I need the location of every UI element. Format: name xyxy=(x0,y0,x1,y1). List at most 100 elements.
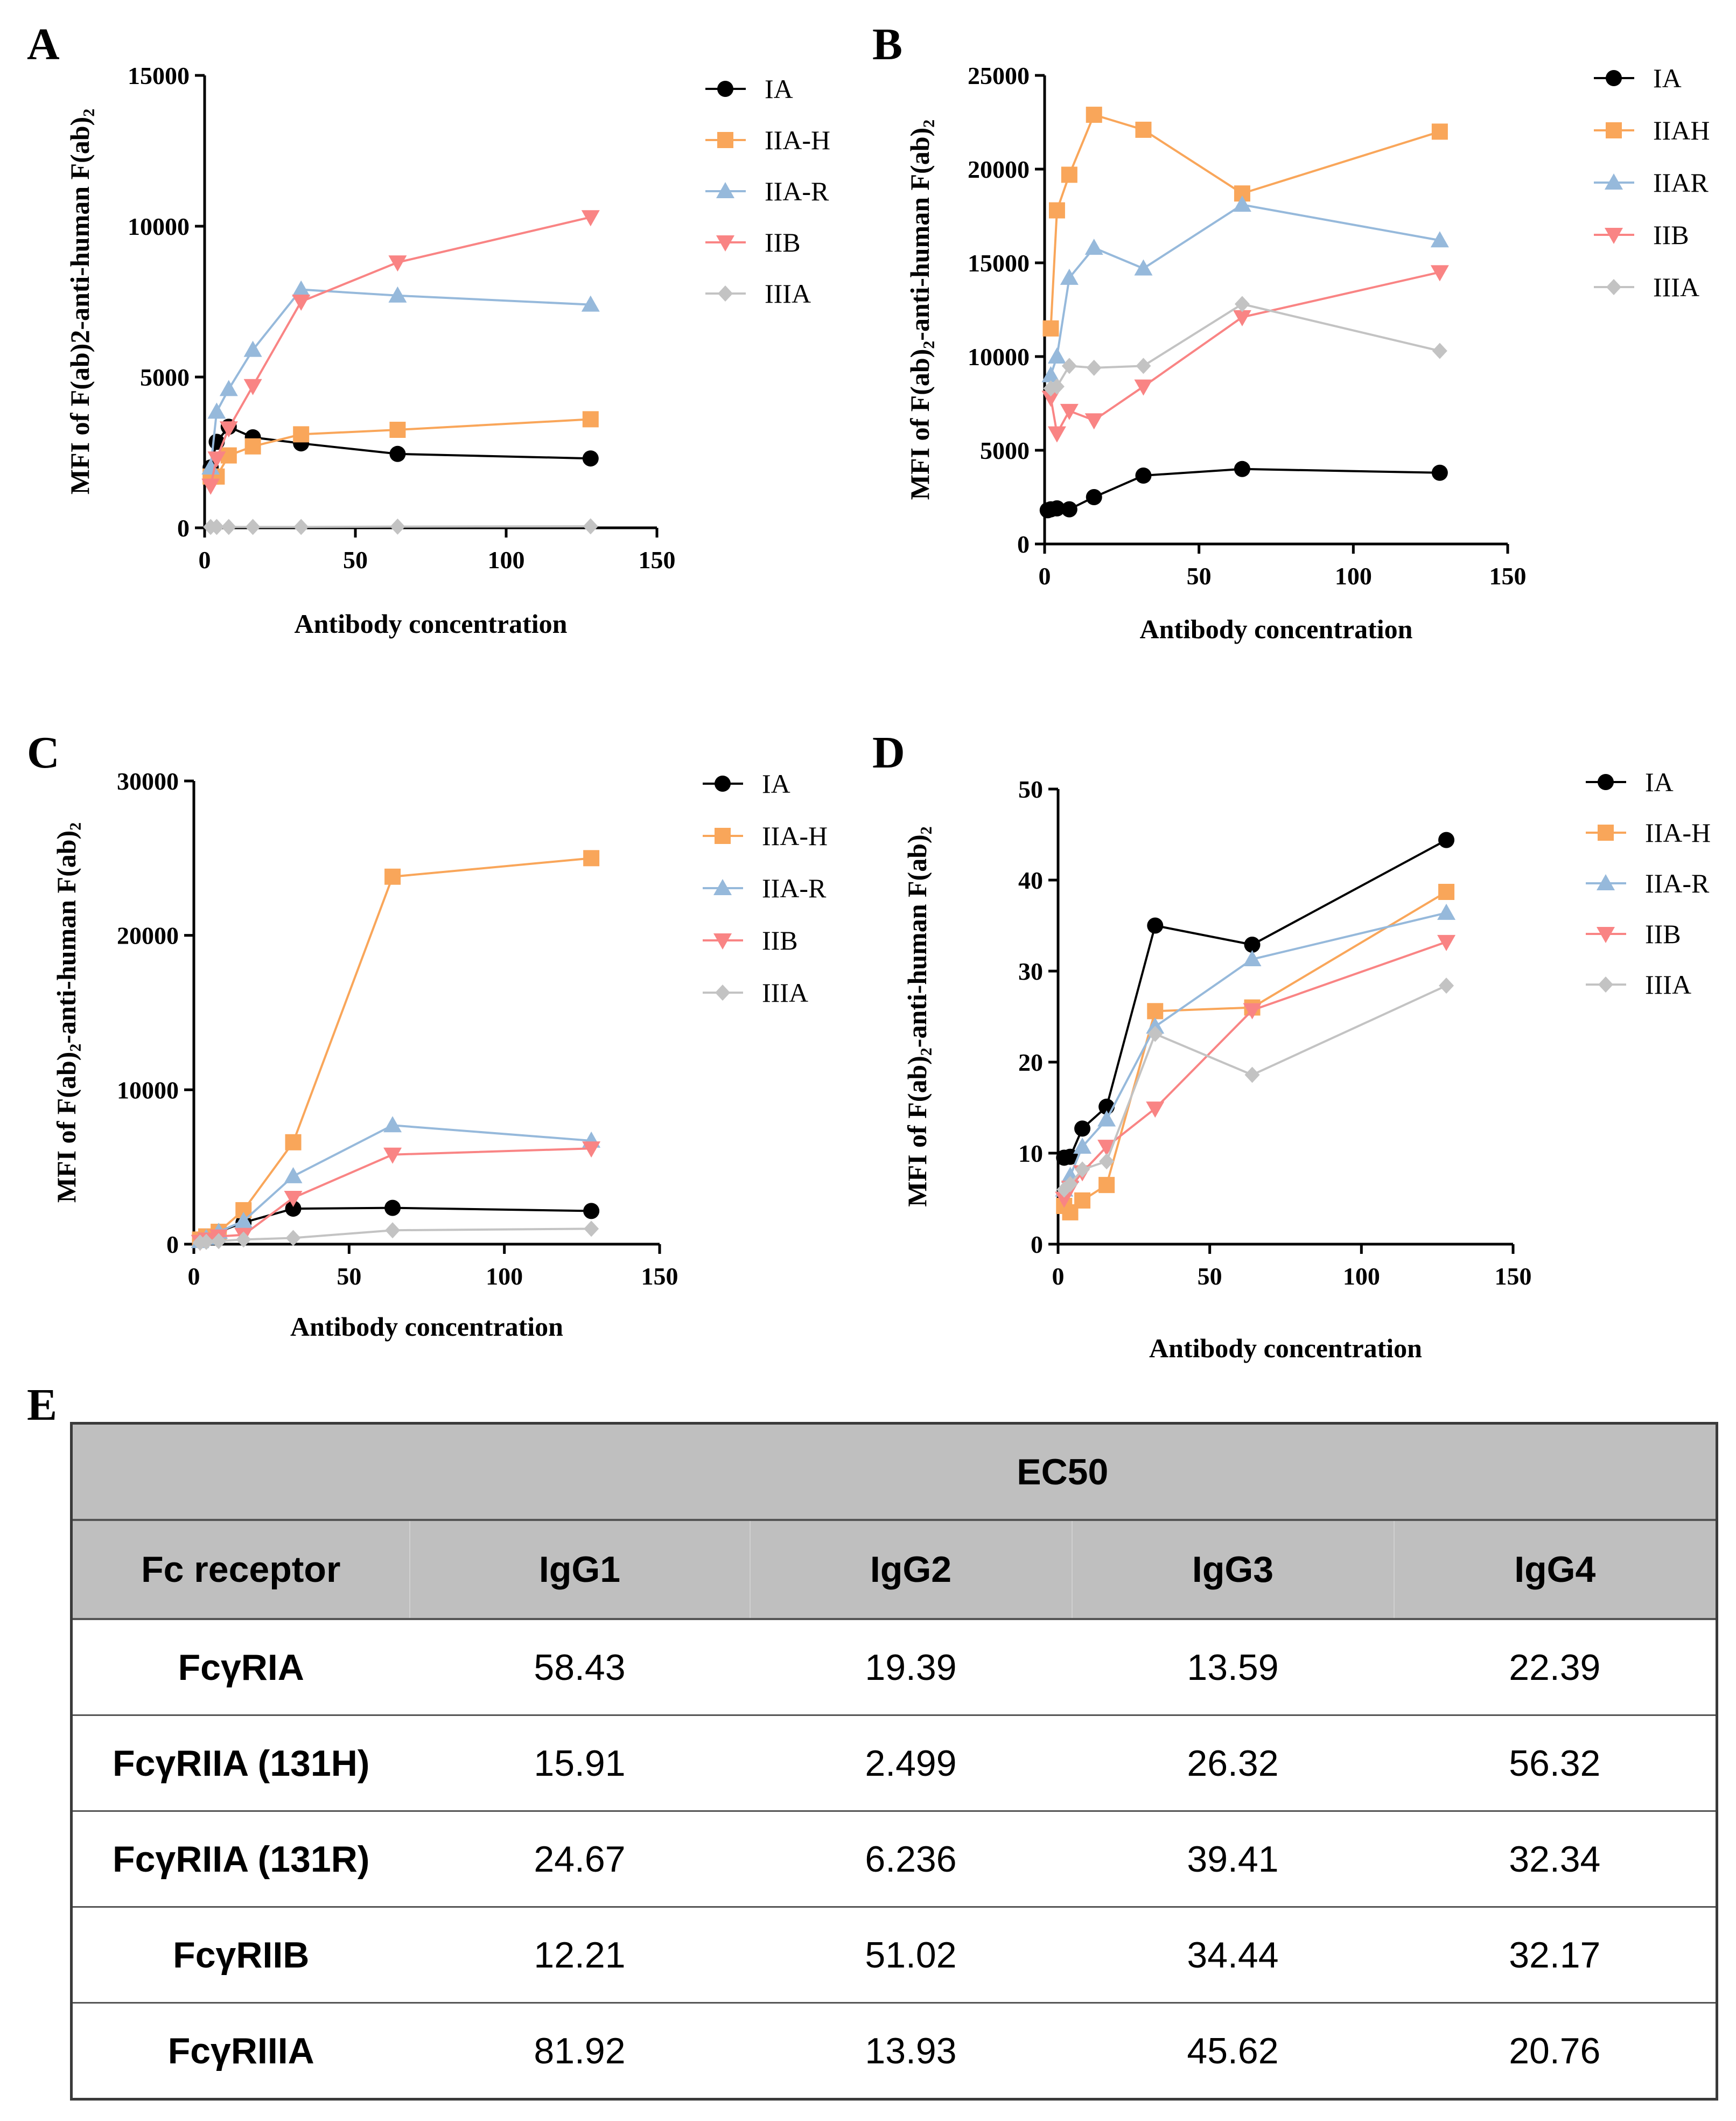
data-point xyxy=(236,1231,251,1248)
data-point xyxy=(292,295,311,311)
data-point xyxy=(1437,934,1456,951)
data-point xyxy=(1097,1110,1116,1127)
data-point xyxy=(243,379,262,395)
legend-marker xyxy=(715,985,730,1001)
x-tick-label: 0 xyxy=(1039,562,1051,590)
y-tick-label: 5000 xyxy=(980,437,1030,464)
panel-letter: B xyxy=(872,19,902,69)
data-point xyxy=(284,1167,303,1183)
table-cell: 20.76 xyxy=(1394,2002,1717,2099)
table-cell-receptor: FcγRIA xyxy=(71,1618,410,1715)
table-row: FcγRIA 58.43 19.39 13.59 22.39 xyxy=(71,1618,1717,1715)
data-point xyxy=(384,1199,401,1216)
legend-label: IA xyxy=(1645,767,1674,797)
legend-marker xyxy=(1605,228,1623,244)
legend-item: IA xyxy=(1594,63,1682,93)
data-point xyxy=(1086,107,1102,123)
data-point xyxy=(582,411,599,428)
data-point xyxy=(1147,1025,1163,1042)
panel-letter: D xyxy=(872,728,905,778)
data-point xyxy=(1146,1017,1165,1034)
data-point xyxy=(221,519,236,535)
table-column-header: IgG4 xyxy=(1393,1520,1717,1620)
data-point xyxy=(201,478,220,495)
x-tick-label: 100 xyxy=(488,546,525,574)
y-axis-title: MFI of F(ab)2-anti-human F(ab)₂ xyxy=(65,109,95,494)
series-line xyxy=(209,288,591,468)
legend-marker xyxy=(1598,976,1613,993)
data-point xyxy=(581,210,600,227)
data-point xyxy=(1060,268,1079,285)
x-axis-title: Antibody concentration xyxy=(290,1311,563,1342)
y-tick-label: 25000 xyxy=(968,62,1030,89)
panel-d: D 0 50 100 150 0 10 20 30 40 50 Antibody concentrat… xyxy=(872,728,1711,1363)
data-point xyxy=(1234,296,1250,312)
legend-marker xyxy=(717,132,733,148)
legend-label: IA xyxy=(765,74,793,104)
legend-label: IIA-R xyxy=(1645,868,1710,898)
data-point xyxy=(1047,347,1066,364)
series-line xyxy=(1063,839,1447,1159)
data-point xyxy=(582,1141,601,1158)
table-cell: 51.02 xyxy=(750,1906,1072,2003)
legend-item: IIIA xyxy=(703,978,808,1008)
series-line xyxy=(1049,113,1440,329)
data-point xyxy=(1062,1176,1078,1192)
data-point xyxy=(1244,1066,1260,1083)
y-tick-label: 30000 xyxy=(117,768,179,795)
table-cell: 6.236 xyxy=(750,1810,1072,1907)
data-point xyxy=(1048,202,1065,219)
x-tick-label: 100 xyxy=(486,1262,523,1290)
data-point xyxy=(383,1116,402,1133)
legend-item: IIB xyxy=(703,925,798,955)
data-point xyxy=(1047,426,1066,443)
data-point xyxy=(1060,403,1079,420)
legend-label: IIIA xyxy=(1645,969,1691,1000)
y-tick-label: 50 xyxy=(1018,776,1043,803)
x-axis-title: Antibody concentration xyxy=(1149,1333,1422,1363)
data-point xyxy=(284,1191,303,1207)
data-point xyxy=(1430,231,1449,248)
y-tick-label: 10000 xyxy=(128,213,190,240)
legend-marker xyxy=(716,235,734,252)
legend-marker xyxy=(1597,927,1615,943)
legend-marker xyxy=(1606,279,1621,295)
data-point xyxy=(384,868,401,885)
data-point xyxy=(1097,1140,1116,1156)
x-tick-label: 0 xyxy=(188,1262,200,1290)
data-point xyxy=(385,1222,401,1239)
legend-label: IIB xyxy=(1645,919,1681,949)
y-tick-label: 20000 xyxy=(117,922,179,950)
data-point xyxy=(285,1201,302,1217)
legend-marker xyxy=(715,776,731,792)
series-iib xyxy=(201,210,600,495)
y-tick-label: 30 xyxy=(1018,958,1043,985)
series-iiia xyxy=(1043,296,1447,397)
data-point xyxy=(211,1233,227,1250)
x-axis-title: Antibody concentration xyxy=(295,609,568,639)
table-cell-receptor: FcγRIIA (131R) xyxy=(71,1810,410,1907)
legend-item: IIA-R xyxy=(705,176,829,206)
data-point xyxy=(1084,413,1103,430)
data-point xyxy=(1431,464,1448,481)
data-point xyxy=(1233,310,1251,326)
data-point xyxy=(583,518,598,535)
data-point xyxy=(243,340,262,357)
legend-label: IIIA xyxy=(765,278,811,309)
panel-a: A 0 50 100 150 0 5000 10000 15000 Antibody concen… xyxy=(27,19,830,639)
table-column-header-row: Fc receptor IgG1 IgG2 IgG3 IgG4 xyxy=(71,1520,1717,1620)
table-cell: 81.92 xyxy=(409,2002,750,2099)
series-line xyxy=(1063,985,1447,1191)
legend-marker xyxy=(716,182,734,198)
legend-label: IIA-R xyxy=(762,873,827,903)
series-ia xyxy=(1056,832,1455,1166)
data-point xyxy=(1042,320,1059,337)
data-point xyxy=(1134,259,1153,276)
x-tick-label: 100 xyxy=(1335,562,1372,590)
data-point xyxy=(1234,461,1250,477)
data-point xyxy=(207,402,226,419)
panel-b: B 0 50 100 150 0 5000 10000 15000 20000 25000 Antib… xyxy=(872,19,1710,644)
legend-marker xyxy=(1598,825,1614,841)
legend-item: IIA-H xyxy=(705,125,830,155)
